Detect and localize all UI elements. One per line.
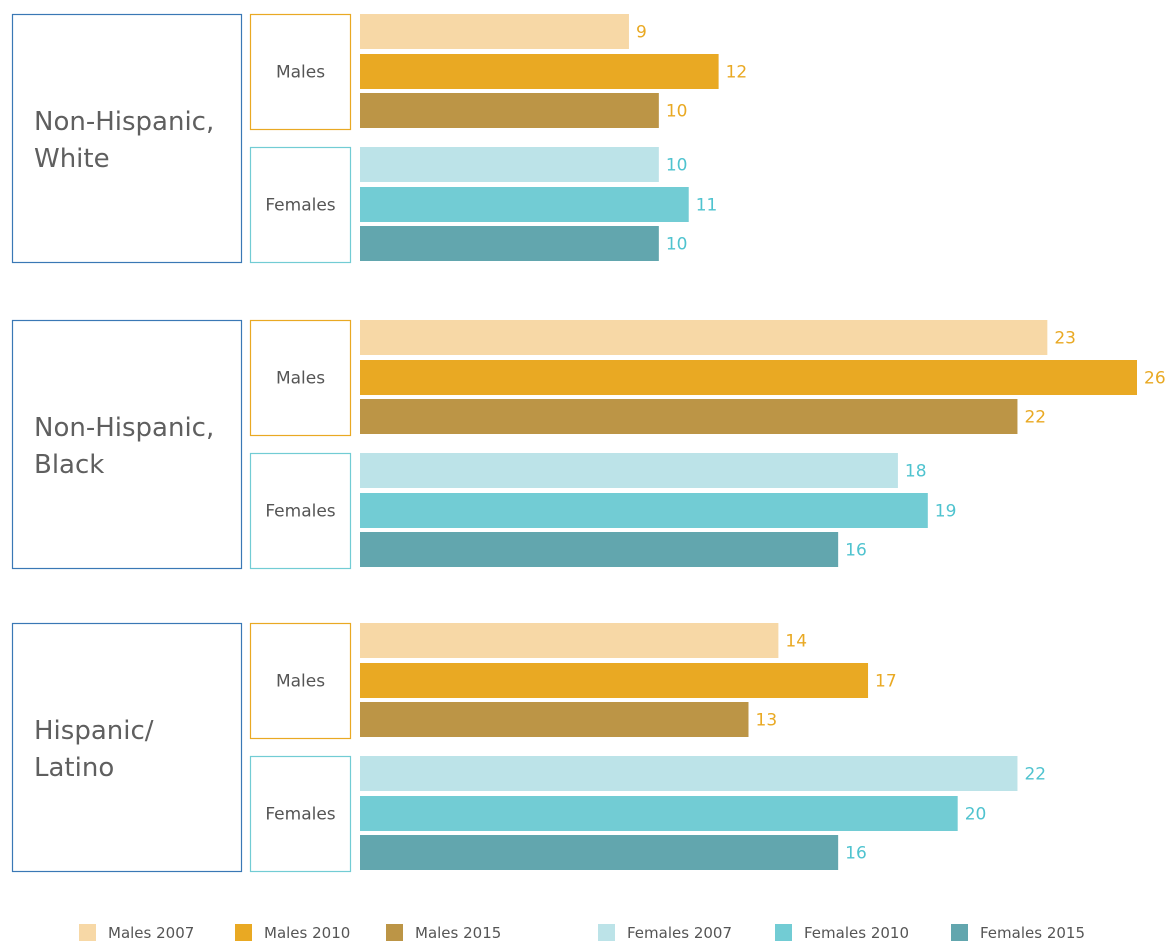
group-label-non-hispanic-white: Non-Hispanic, White (34, 107, 214, 174)
value-label-non-hispanic-white-males-males-2010: 12 (726, 63, 748, 83)
bar-non-hispanic-black-females-females-2007 (360, 453, 898, 488)
legend-swatch-females-2015 (951, 924, 968, 941)
legend-swatch-females-2007 (598, 924, 615, 941)
subgroup-box-hispanic-latino-males (249, 622, 352, 740)
group-label-line: Hispanic/ (34, 716, 154, 746)
legend-swatch-males-2010 (235, 924, 252, 941)
subgroup-box-hispanic-latino-females (249, 755, 352, 873)
legend-label-males-2015: Males 2015 (415, 924, 501, 942)
subgroup-label-non-hispanic-black-males: Males (276, 369, 325, 389)
value-label-non-hispanic-black-males-males-2007: 23 (1054, 329, 1076, 349)
value-label-non-hispanic-white-females-females-2010: 11 (696, 196, 718, 216)
bar-hispanic-latino-females-females-2010 (360, 796, 958, 831)
value-label-hispanic-latino-females-females-2015: 16 (845, 844, 867, 864)
group-label-line: Black (34, 450, 104, 480)
legend-label-females-2007: Females 2007 (627, 924, 732, 942)
bar-non-hispanic-black-females-females-2015 (360, 532, 839, 567)
subgroup-label-hispanic-latino-males: Males (276, 672, 325, 692)
value-label-non-hispanic-black-females-females-2010: 19 (935, 502, 957, 522)
subgroup-label-non-hispanic-white-males: Males (276, 63, 325, 83)
group-label-line: White (34, 144, 110, 174)
legend-label-females-2010: Females 2010 (804, 924, 909, 942)
value-label-non-hispanic-white-males-males-2007: 9 (636, 23, 647, 43)
value-label-non-hispanic-black-males-males-2015: 22 (1024, 408, 1046, 428)
value-label-hispanic-latino-females-females-2007: 22 (1024, 765, 1046, 785)
group-label-line: Latino (34, 753, 114, 783)
bar-non-hispanic-white-males-males-2015 (360, 93, 659, 128)
legend-swatch-males-2007 (79, 924, 96, 941)
subgroup-box-non-hispanic-white-females (249, 146, 352, 264)
group-box-hispanic-latino (11, 622, 243, 873)
bar-non-hispanic-black-males-males-2007 (360, 320, 1048, 355)
value-label-non-hispanic-black-females-females-2015: 16 (845, 541, 867, 561)
value-label-hispanic-latino-females-females-2010: 20 (965, 805, 987, 825)
bar-non-hispanic-white-females-females-2007 (360, 147, 659, 182)
subgroup-label-non-hispanic-white-females: Females (265, 196, 335, 216)
subgroup-label-hispanic-latino-females: Females (265, 805, 335, 825)
value-label-non-hispanic-white-males-males-2015: 10 (666, 102, 688, 122)
value-label-non-hispanic-white-females-females-2015: 10 (666, 235, 688, 255)
legend-label-males-2010: Males 2010 (264, 924, 350, 942)
bar-non-hispanic-white-females-females-2015 (360, 226, 659, 261)
subgroup-box-non-hispanic-white-males (249, 13, 352, 131)
legend-label-females-2015: Females 2015 (980, 924, 1085, 942)
value-label-non-hispanic-white-females-females-2007: 10 (666, 156, 688, 176)
subgroup-box-non-hispanic-black-females (249, 452, 352, 570)
group-box-non-hispanic-black (11, 319, 243, 570)
bar-non-hispanic-white-females-females-2010 (360, 187, 689, 222)
bar-non-hispanic-black-males-males-2015 (360, 399, 1018, 434)
group-box-non-hispanic-white (11, 13, 243, 264)
legend-swatch-males-2015 (386, 924, 403, 941)
bar-non-hispanic-black-males-males-2010 (360, 360, 1137, 395)
bar-hispanic-latino-males-males-2015 (360, 702, 749, 737)
subgroup-label-non-hispanic-black-females: Females (265, 502, 335, 522)
subgroup-box-non-hispanic-black-males (249, 319, 352, 437)
value-label-non-hispanic-black-females-females-2007: 18 (905, 462, 927, 482)
value-label-hispanic-latino-males-males-2010: 17 (875, 672, 897, 692)
bar-hispanic-latino-females-females-2007 (360, 756, 1018, 791)
bar-hispanic-latino-males-males-2010 (360, 663, 869, 698)
bar-non-hispanic-white-males-males-2010 (360, 54, 719, 89)
legend-swatch-females-2010 (775, 924, 792, 941)
group-label-line: Non-Hispanic, (34, 107, 214, 137)
legend-label-males-2007: Males 2007 (108, 924, 194, 942)
value-label-non-hispanic-black-males-males-2010: 26 (1144, 369, 1166, 389)
group-label-non-hispanic-black: Non-Hispanic, Black (34, 413, 214, 480)
bar-non-hispanic-black-females-females-2010 (360, 493, 928, 528)
bar-hispanic-latino-males-males-2007 (360, 623, 779, 658)
value-label-hispanic-latino-males-males-2007: 14 (785, 632, 807, 652)
bar-non-hispanic-white-males-males-2007 (360, 14, 629, 49)
bar-hispanic-latino-females-females-2015 (360, 835, 839, 870)
group-label-line: Non-Hispanic, (34, 413, 214, 443)
group-label-hispanic-latino: Hispanic/Latino (34, 716, 154, 783)
value-label-hispanic-latino-males-males-2015: 13 (756, 711, 778, 731)
